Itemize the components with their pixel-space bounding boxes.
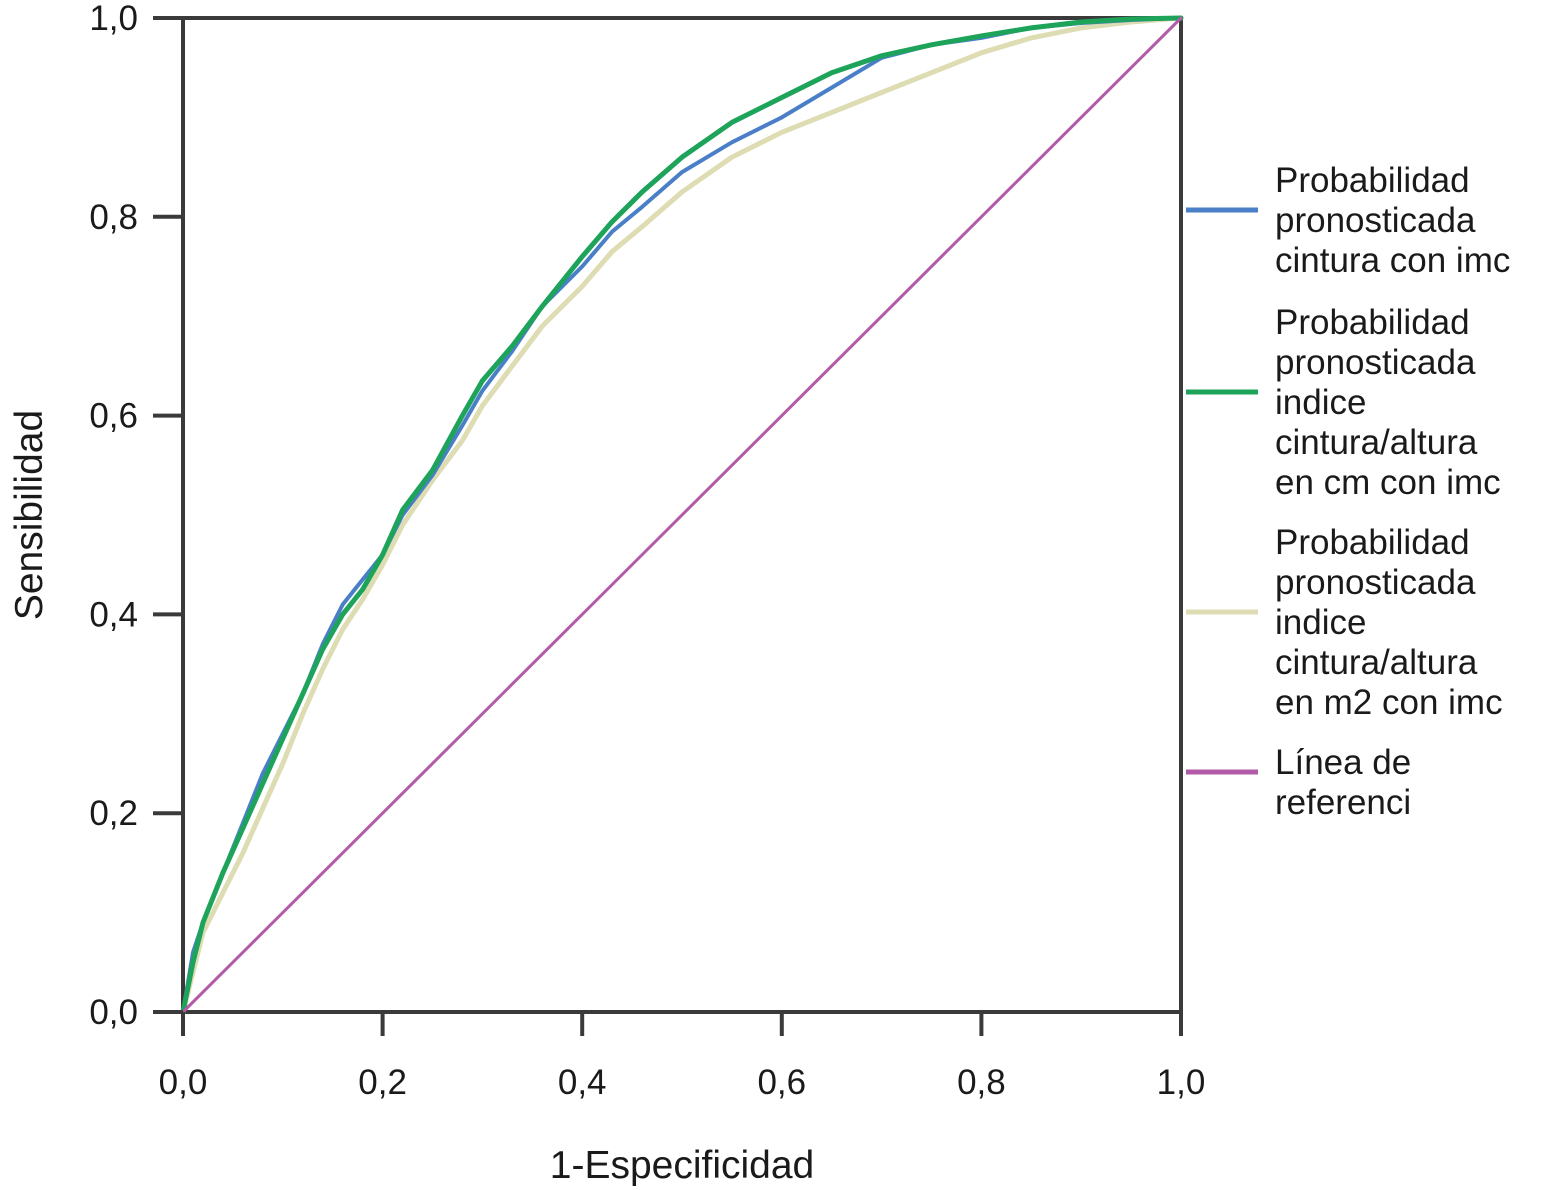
x-tick-label: 0,2 — [358, 1063, 407, 1102]
legend-label: Probabilidad — [1275, 303, 1470, 342]
series-line-1 — [180, 15, 1184, 1015]
y-axis: 0,0 0,2 0,4 0,6 0,8 1,0 — [89, 0, 183, 1032]
series-layer — [180, 15, 1184, 1015]
y-tick-label: 0,4 — [89, 595, 138, 634]
legend-label: Probabilidad — [1275, 161, 1470, 200]
y-tick-label: 0,6 — [89, 397, 138, 436]
y-tick-label: 1,0 — [89, 0, 138, 38]
x-axis-title: 1-Especificidad — [550, 1144, 814, 1187]
legend-label: en m2 con imc — [1275, 683, 1503, 722]
legend-label: pronosticada — [1275, 201, 1476, 240]
legend-label: cintura/altura — [1275, 423, 1478, 462]
legend-label: Línea de — [1275, 743, 1411, 782]
plot-area — [180, 15, 1184, 1015]
series-line-3 — [181, 16, 1183, 1014]
x-tick-label: 0,8 — [957, 1063, 1006, 1102]
y-axis-title: Sensibilidad — [8, 410, 51, 620]
y-tick-label: 0,0 — [89, 993, 138, 1032]
x-tick-label: 0,0 — [159, 1063, 208, 1102]
legend-label: en cm con imc — [1275, 463, 1501, 502]
legend-label: indice — [1275, 603, 1366, 642]
legend-label: cintura/altura — [1275, 643, 1478, 682]
x-tick-label: 0,4 — [558, 1063, 607, 1102]
y-tick-label: 0,2 — [89, 794, 138, 833]
legend-item-1: Probabilidadpronosticadaindicecintura/al… — [1186, 303, 1501, 502]
legend-label: pronosticada — [1275, 343, 1476, 382]
legend-label: cintura con imc — [1275, 241, 1510, 280]
legend-label: pronosticada — [1275, 563, 1476, 602]
y-tick-label: 0,8 — [89, 198, 138, 237]
x-axis: 0,0 0,2 0,4 0,6 0,8 1,0 — [159, 1012, 1206, 1102]
legend-label: referenci — [1275, 783, 1411, 822]
x-tick-label: 1,0 — [1157, 1063, 1206, 1102]
legend-item-2: Probabilidadpronosticadaindicecintura/al… — [1186, 523, 1503, 722]
series-line-2 — [180, 15, 1184, 1015]
legend-label: indice — [1275, 383, 1366, 422]
x-tick-label: 0,6 — [757, 1063, 806, 1102]
legend-label: Probabilidad — [1275, 523, 1470, 562]
